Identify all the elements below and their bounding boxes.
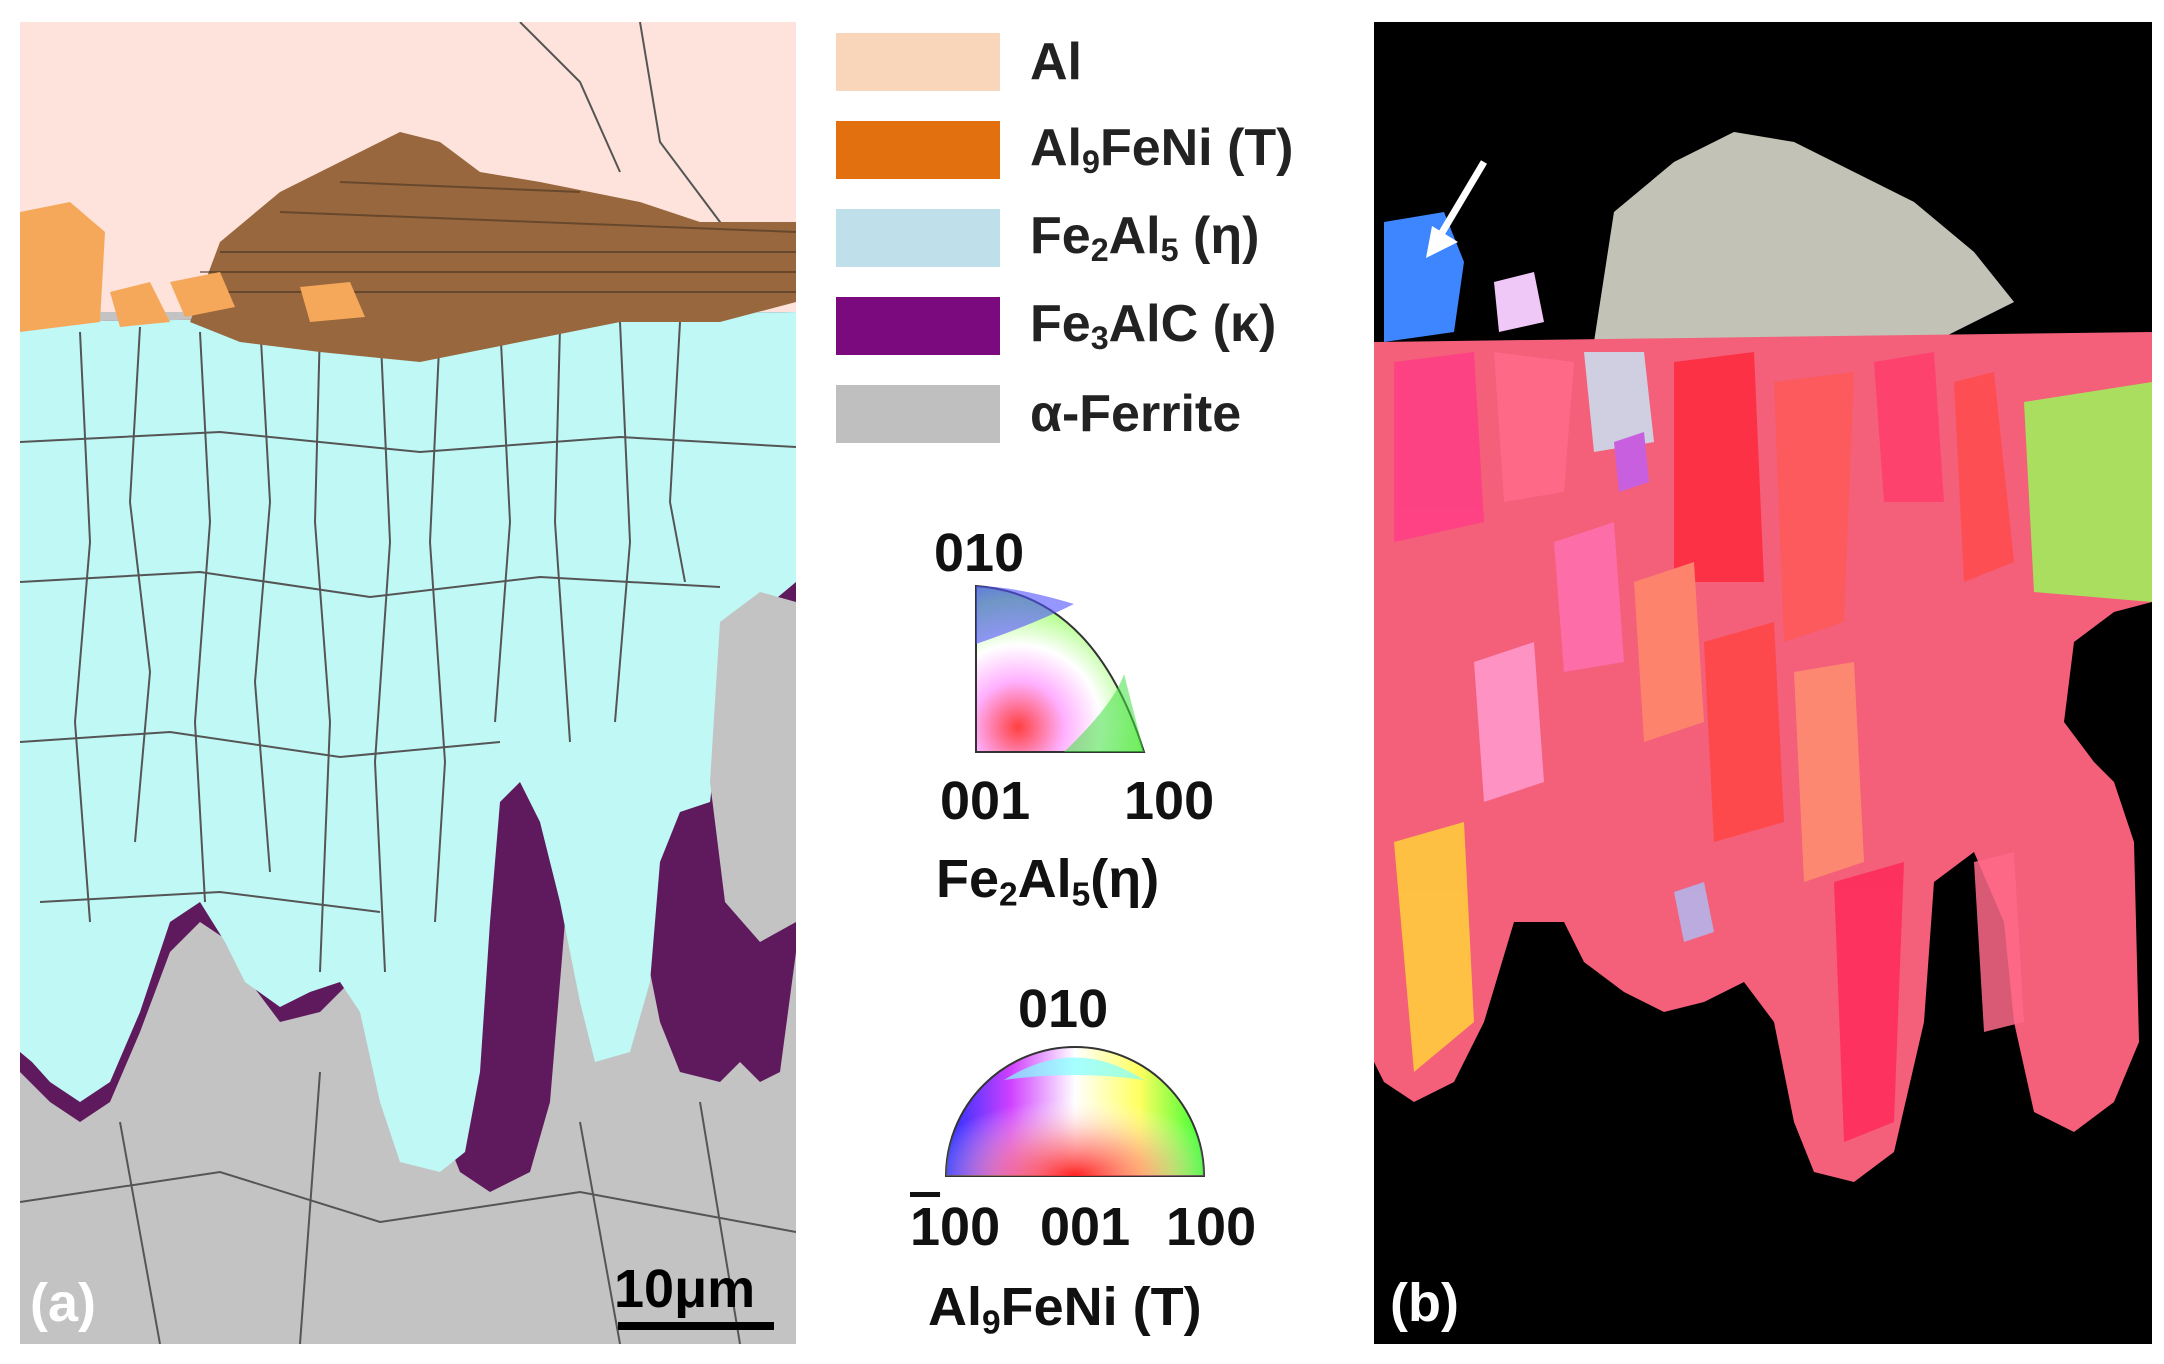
- legend-swatch-al: [836, 33, 1000, 91]
- eta-region: [20, 312, 796, 1172]
- scale-bar-line: [618, 1322, 774, 1330]
- phase-map-image: [20, 22, 796, 1344]
- tau-grain-3: [170, 272, 235, 317]
- panel-a-label: (a): [30, 1273, 96, 1333]
- legend-item-kappa: Fe3AlC (κ): [836, 294, 1276, 358]
- ipf-tau-phase-label: Al9FeNi (T): [928, 1277, 1202, 1342]
- ipf-tau-top-label: 010: [1018, 979, 1109, 1039]
- legend-label-tau: Al9FeNi (T): [1030, 119, 1294, 181]
- ipf-eta-triangle: [975, 584, 1146, 753]
- ipf-eta-left-label: 001: [940, 771, 1031, 831]
- arrow-head: [1426, 226, 1458, 258]
- tau-grain-4: [300, 282, 365, 322]
- arrow-line: [1436, 160, 1488, 238]
- tau-texture: [200, 181, 796, 293]
- legend-label-ferrite: α-Ferrite: [1030, 385, 1242, 443]
- phase-map-panel: (a) 10μm: [20, 22, 796, 1344]
- legend-item-tau: Al9FeNi (T): [836, 118, 1293, 182]
- legend-label-eta: Fe2Al5 (η): [1030, 207, 1260, 269]
- legend-swatch-tau: [836, 121, 1000, 179]
- ipf-tau-semicircle: [944, 1046, 1206, 1177]
- ipf-map-panel: (b): [1374, 22, 2152, 1344]
- legend-item-ferrite: α-Ferrite: [836, 382, 1241, 446]
- ipf-eta-top-label: 010: [934, 523, 1025, 583]
- ipf-eta-right-label: 100: [1124, 771, 1215, 831]
- legend-label-al: Al: [1030, 33, 1082, 91]
- tau-grain-1: [20, 202, 105, 332]
- ipf-eta-phase-label: Fe2Al5(η): [936, 849, 1160, 914]
- ipf-tau-left-label: 100: [910, 1197, 1001, 1257]
- tau-noisy-region: [1594, 132, 2014, 352]
- ipf-tau-right-label: 100: [1166, 1197, 1257, 1257]
- ipf-map-image: [1374, 22, 2152, 1344]
- legend-swatch-kappa: [836, 297, 1000, 355]
- legend-item-eta: Fe2Al5 (η): [836, 206, 1259, 270]
- panel-b-label: (b): [1390, 1273, 1459, 1333]
- tau-grain-2: [110, 282, 170, 327]
- legend-item-al: Al: [836, 30, 1082, 94]
- scale-bar-label: 10μm: [614, 1259, 756, 1319]
- eta-grain-patches: [1394, 352, 2152, 1142]
- legend-swatch-eta: [836, 209, 1000, 267]
- grain-boundaries: [20, 22, 796, 1344]
- legend-swatch-ferrite: [836, 385, 1000, 443]
- ipf-tau-center-label: 001: [1040, 1197, 1131, 1257]
- lavender-grain: [1494, 272, 1544, 332]
- ferrite-intrusion: [710, 592, 796, 942]
- legend-label-kappa: Fe3AlC (κ): [1030, 295, 1277, 357]
